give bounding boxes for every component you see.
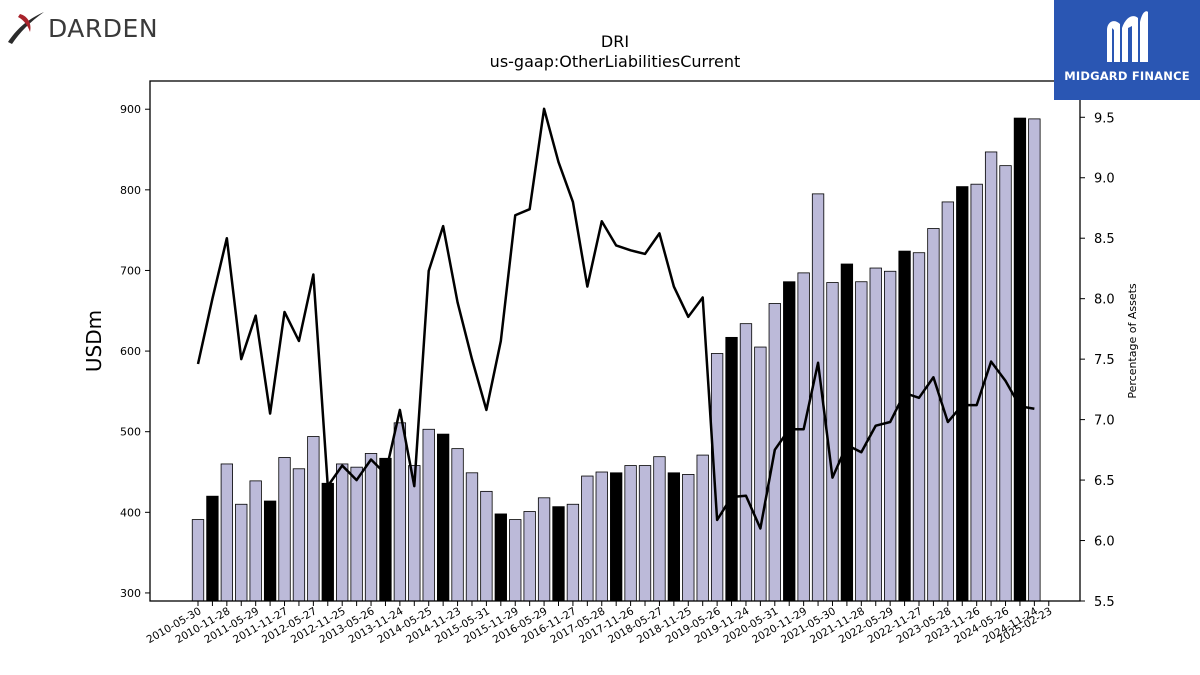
line-series	[196, 107, 1035, 530]
bar	[581, 475, 594, 602]
bar	[1013, 117, 1027, 602]
y2-tick-label: 9.5	[1094, 111, 1115, 126]
y-tick-label: 300	[120, 587, 141, 600]
bar	[552, 506, 565, 602]
bar	[1028, 118, 1041, 602]
bar	[393, 422, 407, 602]
bar	[422, 428, 435, 602]
bar	[509, 519, 522, 602]
y-tick-label: 800	[120, 184, 141, 197]
bar	[797, 272, 810, 602]
bar	[263, 500, 277, 602]
bar	[739, 323, 753, 602]
y2-tick-label: 8.5	[1094, 232, 1115, 247]
y-axis-label: USDm	[82, 310, 106, 372]
bar	[321, 482, 334, 602]
bar	[956, 186, 969, 602]
bar	[249, 480, 262, 602]
plot-frame	[149, 80, 1081, 602]
bar	[494, 513, 507, 602]
bar	[710, 353, 724, 602]
bar	[436, 433, 450, 602]
bar	[364, 453, 378, 602]
bar	[682, 474, 695, 602]
darden-logo-text: DARDEN	[48, 14, 159, 43]
chart-title: DRI	[600, 32, 630, 51]
bar	[898, 250, 911, 602]
y2-tick-label: 6.5	[1094, 474, 1115, 489]
bar	[595, 471, 608, 602]
midgard-finance-text: MIDGARD FINANCE	[1064, 69, 1190, 83]
bar	[191, 519, 205, 602]
y2-tick-label: 5.5	[1094, 595, 1115, 610]
bar	[783, 281, 796, 602]
bar	[379, 457, 392, 602]
bar	[235, 503, 248, 602]
bar	[278, 457, 291, 602]
midgard-finance-logo: MIDGARD FINANCE	[1054, 0, 1200, 100]
bar	[855, 281, 868, 602]
bar	[206, 495, 219, 602]
darden-logo: DARDEN	[6, 6, 166, 48]
y-tick-label: 500	[120, 426, 141, 439]
y2-tick-label: 7.0	[1094, 414, 1115, 429]
y-tick-label: 700	[120, 264, 141, 277]
series-line	[196, 107, 1035, 530]
darden-swoosh-icon	[8, 12, 44, 44]
bar	[927, 228, 940, 602]
bar	[451, 448, 464, 602]
y2-tick-label: 9.0	[1094, 172, 1115, 187]
bar	[537, 497, 551, 602]
chart-subtitle: us-gaap:OtherLiabilitiesCurrent	[489, 52, 741, 71]
bar	[610, 472, 623, 602]
bar	[638, 465, 652, 602]
midgard-emblem-icon	[1107, 11, 1148, 62]
bar	[884, 270, 897, 602]
bar	[307, 436, 320, 602]
bar	[336, 463, 349, 602]
y-tick-label: 600	[120, 345, 141, 358]
bar	[754, 346, 767, 602]
y2-tick-label: 8.0	[1094, 293, 1115, 308]
bar	[653, 456, 666, 602]
bar	[667, 472, 681, 602]
bar	[725, 336, 738, 602]
bar	[566, 503, 580, 602]
bar	[696, 454, 709, 602]
bar	[480, 490, 493, 602]
bar	[840, 263, 854, 602]
bar	[523, 511, 536, 602]
bar	[220, 463, 233, 602]
y-tick-label: 400	[120, 506, 141, 519]
y-tick-label: 900	[120, 103, 141, 116]
bar	[350, 466, 363, 602]
bar	[912, 252, 926, 602]
bar	[292, 468, 306, 602]
y2-tick-label: 7.5	[1094, 353, 1115, 368]
bar	[941, 201, 954, 602]
bar	[624, 465, 637, 602]
y2-tick-label: 6.0	[1094, 535, 1115, 550]
bar	[465, 472, 479, 602]
y2-axis-label: Percentage of Assets	[1126, 283, 1139, 399]
